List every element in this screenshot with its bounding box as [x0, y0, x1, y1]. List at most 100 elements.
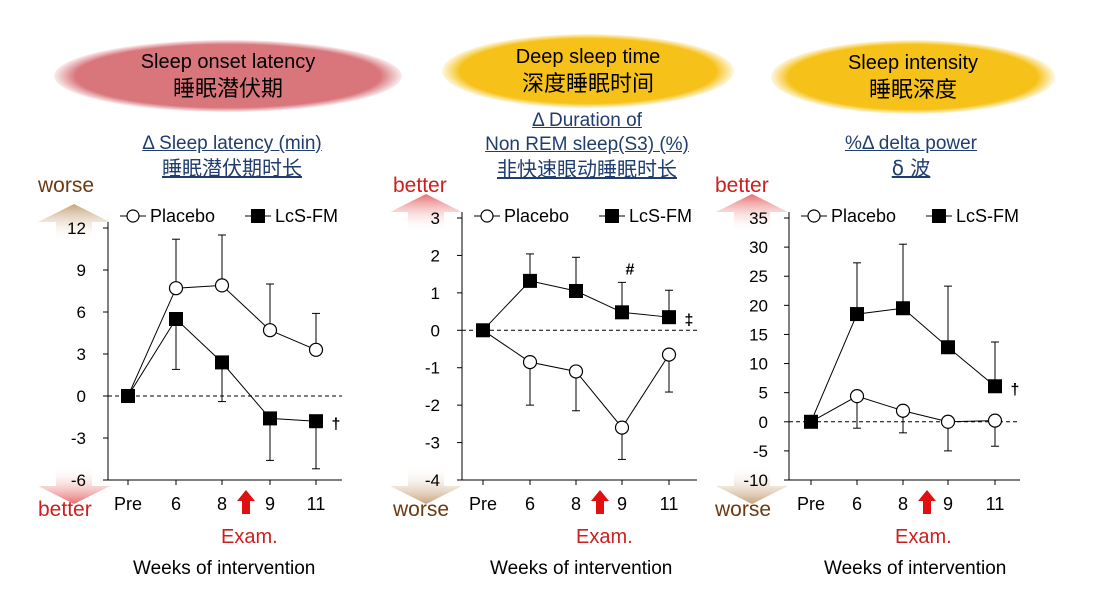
- top-direction-label: better: [393, 174, 447, 197]
- placebo-point: [168, 281, 184, 296]
- y-tick-label: -2: [425, 396, 440, 415]
- placebo-point: [262, 323, 278, 338]
- chart-title-zh: 睡眠潜伏期: [172, 77, 283, 102]
- placebo-point: [940, 414, 956, 429]
- y-tick-label: 25: [749, 267, 768, 286]
- exam-label: Exam.: [576, 526, 633, 548]
- top-direction-label: better: [715, 174, 769, 197]
- legend-placebo-marker: [126, 209, 140, 223]
- chart-1: 12 9 6 3 0 -3 -6 Pre 6 8 9 11 † Placebo LcS-FM: [38, 204, 342, 514]
- y-label-zh: 非快速眼动睡眠时长: [497, 157, 677, 181]
- legend-placebo-label: Placebo: [504, 206, 569, 226]
- lcs-fm-point: [988, 379, 1002, 394]
- x-axis-title: Weeks of intervention: [490, 558, 673, 579]
- bottom-direction-arrow: [716, 466, 788, 504]
- x-tick-label: 6: [852, 494, 862, 514]
- bottom-direction-label: worse: [393, 498, 450, 521]
- chart-title-en: Sleep intensity: [847, 52, 979, 74]
- bottom-direction-label: worse: [715, 498, 772, 521]
- y-label-en-line1: Δ Duration of: [532, 110, 642, 131]
- lcs-fm-point: [309, 414, 323, 429]
- y-axis-heading: Δ Sleep latency (min) 睡眠潜伏期时长: [112, 132, 352, 180]
- y-tick-label: 0: [77, 387, 86, 406]
- y-label-zh: δ 波: [891, 156, 931, 180]
- chart-title-en: Deep sleep time: [515, 46, 661, 68]
- y-tick-label: -1: [425, 359, 440, 378]
- y-label-en: %Δ delta power: [844, 133, 978, 154]
- chart-title-zh: 深度睡眠时间: [521, 72, 654, 97]
- placebo-point: [568, 364, 584, 379]
- lcs-fm-point: [523, 273, 537, 288]
- chart-2: 3 2 1 0 -1 -2 -3 -4 Pre 6 8 9 11 # ‡ Placebo LcS-FM: [390, 194, 697, 514]
- y-tick-label: -3: [425, 434, 440, 453]
- title-cloud: Deep sleep time 深度睡眠时间: [442, 34, 734, 108]
- title-cloud: Sleep onset latency 睡眠潜伏期: [54, 40, 402, 112]
- y-tick-label: -10: [743, 471, 768, 490]
- y-tick-label: -3: [71, 429, 86, 448]
- significance-mark: ‡: [685, 312, 694, 329]
- legend-placebo-marker: [480, 209, 494, 223]
- lcs-fm-point: [662, 310, 676, 325]
- placebo-point: [308, 342, 324, 357]
- y-label-zh: 睡眠潜伏期时长: [162, 156, 302, 180]
- title-cloud: Sleep intensity 睡眠深度: [771, 40, 1055, 114]
- exam-label: Exam.: [221, 526, 278, 548]
- significance-mark: †: [1011, 381, 1020, 398]
- legend-lcs-label: LcS-FM: [275, 206, 338, 226]
- x-tick-label: 6: [171, 494, 181, 514]
- lcs-fm-point: [476, 323, 490, 338]
- x-tick-label: 8: [898, 494, 908, 514]
- top-direction-arrow: [716, 194, 788, 232]
- top-direction-arrow: [38, 204, 110, 242]
- legend-lcs-label: LcS-FM: [629, 206, 692, 226]
- lcs-fm-point: [804, 414, 818, 429]
- placebo-point: [987, 413, 1003, 428]
- chart-title-zh: 睡眠深度: [868, 78, 957, 103]
- exam-arrow-icon: [237, 490, 255, 514]
- legend-placebo-marker: [807, 209, 821, 223]
- top-direction-label: worse: [38, 174, 95, 197]
- panel-deep-sleep-time: Deep sleep time 深度睡眠时间 Δ Duration of Non…: [367, 0, 735, 606]
- legend-lcs-marker: [251, 209, 265, 223]
- y-tick-label: 3: [77, 345, 86, 364]
- y-tick-label: 30: [749, 238, 768, 257]
- chart-3: 35 30 25 20 15 10 5 0 -5 -10 Pre 6 8 9 11 † Placebo LcS-F…: [716, 194, 1020, 514]
- placebo-point: [849, 389, 865, 404]
- bottom-direction-arrow: [390, 466, 462, 504]
- y-label-en-line2: Non REM sleep(S3) (%): [485, 134, 689, 155]
- legend-lcs-marker: [932, 209, 946, 223]
- legend-lcs-label: LcS-FM: [956, 206, 1019, 226]
- y-label-en: Δ Sleep latency (min): [142, 133, 322, 154]
- placebo-point: [522, 355, 538, 370]
- y-tick-label: 2: [431, 246, 440, 265]
- exam-label: Exam.: [895, 526, 952, 548]
- y-tick-label: 3: [431, 209, 440, 228]
- exam-arrow-icon: [591, 490, 609, 514]
- placebo-point: [214, 278, 230, 293]
- legend-placebo-label: Placebo: [831, 206, 896, 226]
- panel-sleep-onset-latency: Sleep onset latency 睡眠潜伏期 Δ Sleep latenc…: [0, 0, 402, 606]
- lcs-fm-point: [121, 389, 135, 403]
- exam-arrow-icon: [918, 490, 936, 514]
- bottom-direction-label: better: [38, 498, 92, 521]
- x-tick-label: Pre: [797, 494, 825, 514]
- lcs-fm-point: [569, 283, 583, 298]
- x-tick-label: 9: [617, 494, 627, 514]
- y-tick-label: 0: [759, 413, 768, 432]
- y-tick-label: 20: [749, 296, 768, 315]
- y-tick-label: -6: [71, 471, 86, 490]
- lcs-fm-point: [850, 307, 864, 322]
- x-axis-title: Weeks of intervention: [824, 558, 1007, 579]
- legend-lcs-marker: [605, 209, 619, 223]
- x-tick-label: 8: [217, 494, 227, 514]
- x-tick-label: 8: [571, 494, 581, 514]
- x-tick-label: 9: [943, 494, 953, 514]
- top-direction-arrow: [390, 194, 462, 232]
- lcs-fm-point: [615, 305, 629, 320]
- placebo-point: [895, 403, 911, 418]
- panel-sleep-intensity: Sleep intensity 睡眠深度 %Δ delta power δ 波 …: [715, 0, 1102, 606]
- y-tick-label: 1: [431, 284, 440, 303]
- y-tick-label: -5: [753, 442, 768, 461]
- x-tick-label: 11: [660, 494, 679, 514]
